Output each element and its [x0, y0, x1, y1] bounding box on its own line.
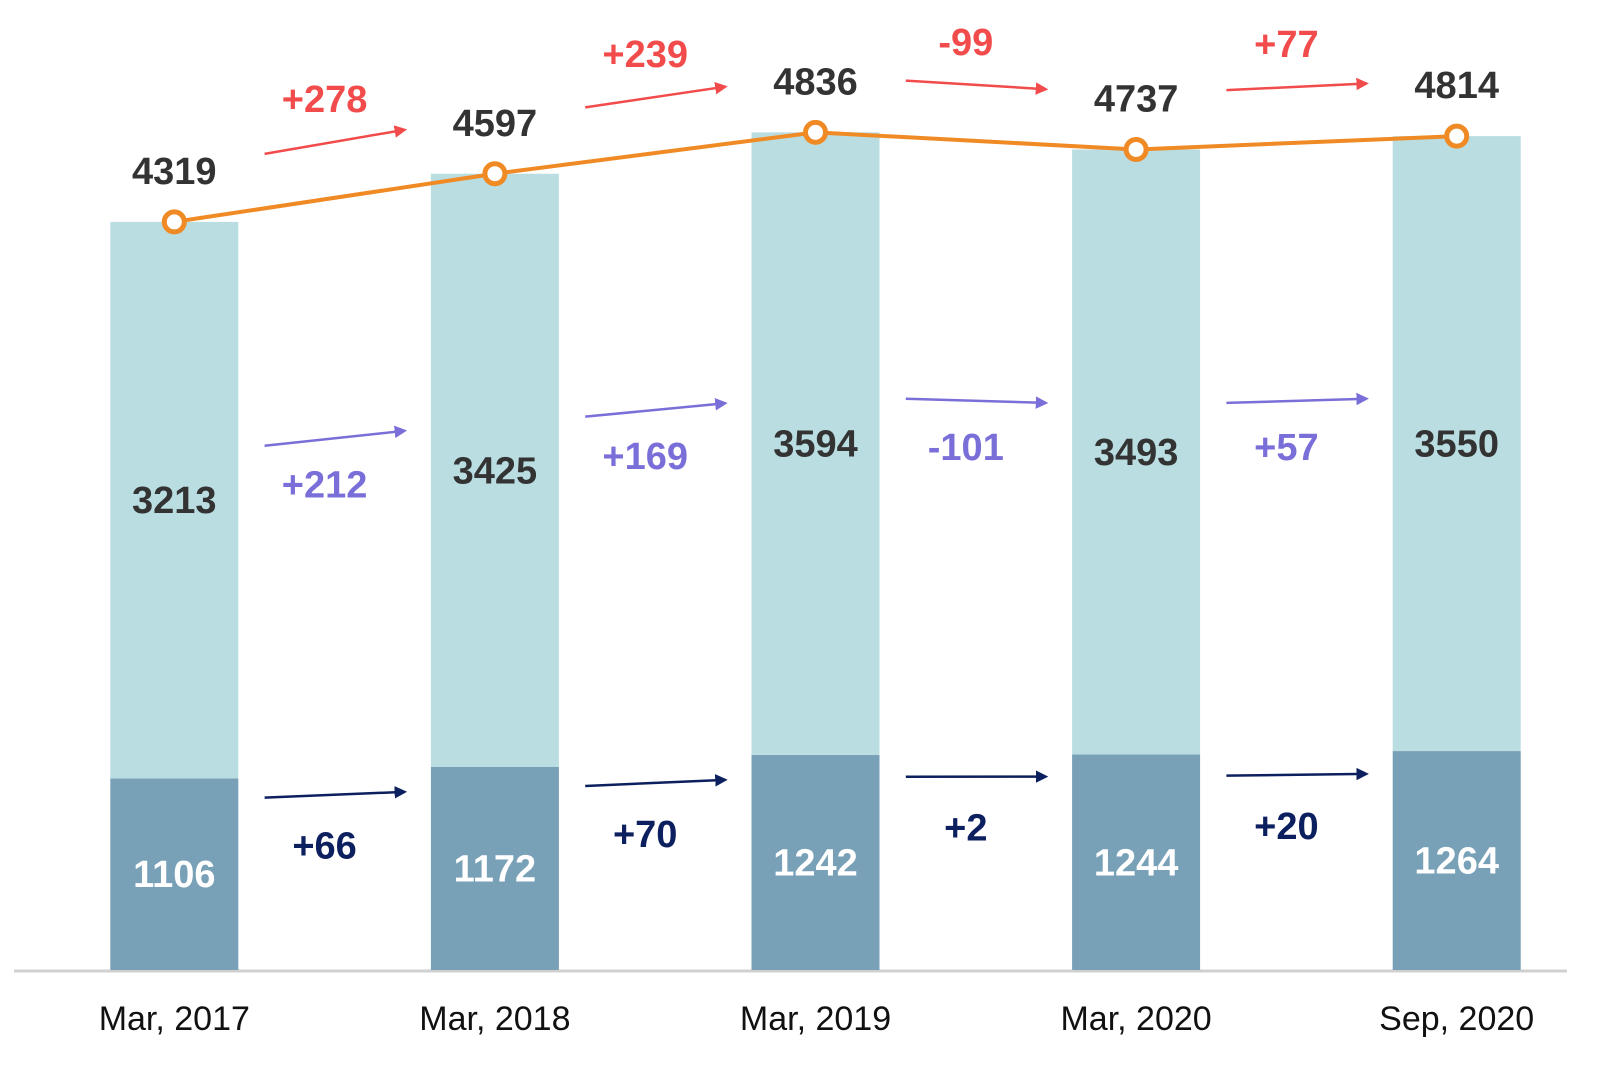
change-label: +278	[282, 79, 368, 121]
change-label: +2	[944, 808, 987, 850]
x-tick-label: Mar, 2018	[419, 1000, 570, 1038]
change-arrow	[585, 774, 728, 788]
x-tick-label: Mar, 2017	[99, 1000, 250, 1038]
change-arrow	[264, 125, 408, 156]
segment-label: 3594	[773, 424, 858, 466]
bar-segment	[751, 754, 880, 970]
change-arrow	[1226, 767, 1369, 781]
bar-segment	[751, 132, 880, 755]
total-label: 4319	[132, 151, 217, 193]
total-point	[1444, 123, 1470, 149]
segment-label: 1244	[1094, 842, 1179, 884]
change-arrow	[1226, 392, 1369, 406]
change-arrow	[1226, 77, 1369, 92]
total-label: 4737	[1094, 79, 1179, 121]
change-arrow	[264, 425, 408, 447]
change-label: -101	[928, 427, 1004, 469]
segment-label: 1242	[773, 842, 858, 884]
change-label: +57	[1254, 427, 1318, 469]
x-tick-label: Mar, 2019	[740, 1000, 891, 1038]
total-point	[803, 119, 828, 145]
total-label: 4836	[773, 61, 858, 103]
change-label: +77	[1254, 24, 1318, 66]
change-arrow	[585, 398, 728, 418]
change-label: -99	[938, 22, 993, 64]
segment-label: 1172	[454, 849, 536, 891]
segment-label: 3493	[1094, 432, 1179, 474]
bar-segment	[1392, 136, 1521, 752]
total-label: 4597	[453, 103, 538, 145]
change-label: +212	[282, 464, 368, 506]
segment-label: 3550	[1414, 424, 1499, 466]
change-label: +20	[1254, 806, 1318, 848]
change-label: +239	[602, 34, 688, 76]
segment-label: 3425	[453, 450, 538, 492]
segment-label: 3213	[132, 480, 217, 522]
bar-segment	[1072, 754, 1201, 970]
total-point	[482, 161, 508, 187]
change-arrow	[585, 81, 728, 109]
bar-segment	[1392, 751, 1521, 970]
total-point	[161, 209, 187, 235]
bar-segment	[110, 778, 239, 970]
bar-segment	[430, 173, 559, 767]
segment-label: 1264	[1414, 841, 1499, 883]
change-label: +169	[602, 436, 688, 478]
change-arrow	[905, 396, 1049, 409]
bar-segment	[430, 766, 559, 970]
change-arrow	[264, 786, 408, 799]
segment-label: 1106	[133, 854, 215, 896]
total-point	[1123, 136, 1149, 162]
bar-segment	[1072, 149, 1201, 755]
change-label: +66	[292, 826, 356, 868]
bar-segment	[110, 221, 239, 779]
total-label: 4814	[1414, 65, 1499, 107]
x-tick-label: Mar, 2020	[1060, 1000, 1211, 1038]
change-label: +70	[613, 814, 677, 856]
x-tick-label: Sep, 2020	[1379, 1000, 1534, 1038]
change-arrow	[905, 79, 1049, 95]
